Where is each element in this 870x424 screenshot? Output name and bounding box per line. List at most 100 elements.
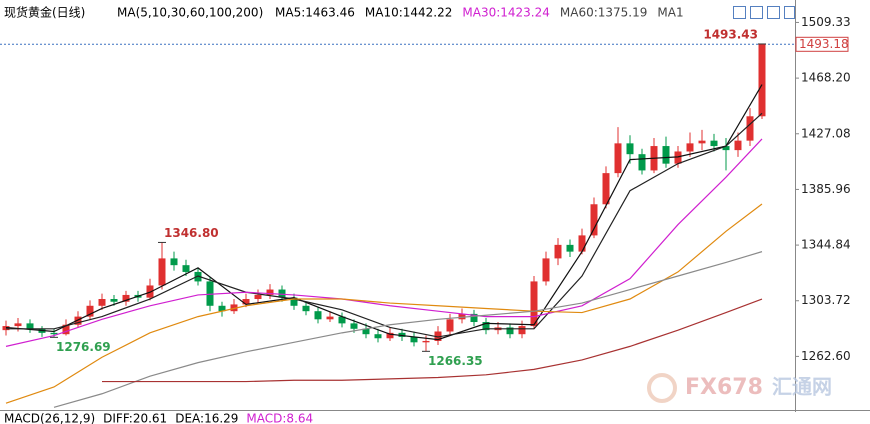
macd-label: MACD(26,12,9)	[4, 412, 95, 424]
candle-body	[110, 299, 118, 302]
icon[interactable]	[733, 6, 746, 19]
candle-body	[362, 328, 370, 335]
candle-body	[446, 319, 454, 332]
candle-body	[170, 258, 178, 266]
annotation-label: 1266.35	[428, 354, 483, 368]
indicator-label: MA(5,10,30,60,100,200)	[117, 6, 263, 20]
toolbar-icons[interactable]	[733, 6, 795, 19]
candle-body	[626, 143, 634, 155]
candle-body	[746, 116, 754, 141]
candle-body	[614, 143, 622, 174]
candle-body	[674, 151, 682, 164]
macd-label: DIFF:20.61	[103, 412, 167, 424]
candle-body	[698, 140, 706, 144]
y-tick-label: 1509.33	[801, 15, 851, 29]
legend-entry: MA5:1463.46	[275, 6, 355, 20]
candle-body	[254, 294, 262, 300]
legend-entry: MA60:1375.19	[560, 6, 648, 20]
candle-body	[458, 313, 466, 320]
candle-body	[710, 140, 718, 147]
candle-body	[758, 44, 766, 117]
ma-line	[6, 112, 763, 338]
y-tick-label: 1303.72	[801, 293, 851, 307]
candle-body	[62, 324, 70, 335]
annotation-label: 1493.43	[703, 27, 758, 41]
candle-body	[470, 313, 478, 323]
macd-label: MACD:8.64	[246, 412, 313, 424]
y-tick-label: 1344.84	[801, 238, 851, 252]
candle-body	[146, 285, 154, 298]
y-tick-label: 1385.96	[801, 182, 851, 196]
candle-body	[374, 334, 382, 339]
candle-body	[554, 244, 562, 259]
candle-body	[158, 258, 166, 286]
candle-body	[398, 332, 406, 337]
last-price-label: 1493.18	[799, 37, 849, 51]
ma-line	[53, 251, 763, 408]
candle-body	[182, 265, 190, 272]
candle-body	[602, 173, 610, 205]
legend-entry: MA10:1442.22	[365, 6, 453, 20]
candle-body	[542, 258, 550, 282]
chart-title: 现货黄金(日线)	[4, 5, 85, 20]
icon[interactable]	[784, 6, 795, 19]
candle-body	[338, 316, 346, 324]
candle-body	[206, 281, 214, 306]
candle-body	[422, 340, 430, 343]
candle-body	[686, 143, 694, 152]
candle-body	[326, 316, 334, 320]
candle-body	[434, 331, 442, 341]
ma-line	[5, 203, 763, 404]
candle-body	[410, 336, 418, 343]
candle-body	[518, 326, 526, 335]
candle-body	[194, 271, 202, 282]
candle-body	[122, 294, 130, 302]
y-tick-label: 1427.08	[801, 126, 851, 140]
candle-body	[302, 305, 310, 312]
ma-line	[102, 298, 763, 383]
legend-entry: MA30:1423.24	[462, 6, 550, 20]
watermark-text: 汇通网	[772, 375, 832, 399]
candle-body	[734, 140, 742, 151]
y-tick-label: 1262.60	[801, 349, 851, 363]
annotation-label: 1276.69	[56, 340, 111, 354]
y-tick-label: 1468.20	[801, 71, 851, 85]
candle-body	[482, 322, 490, 331]
watermark-logo	[647, 373, 677, 403]
icon[interactable]	[767, 6, 780, 19]
icon[interactable]	[750, 6, 763, 19]
macd-label: DEA:16.29	[175, 412, 238, 424]
candle-body	[14, 323, 22, 327]
ma-line	[5, 138, 763, 347]
candle-body	[386, 332, 394, 339]
last-price-box	[795, 36, 849, 52]
watermark-text: FX678	[685, 375, 763, 400]
candle-body	[578, 235, 586, 252]
candle-body	[266, 289, 274, 295]
candle-body	[278, 289, 286, 298]
candle-body	[530, 281, 538, 327]
candle-body	[50, 332, 58, 335]
candle-body	[74, 316, 82, 325]
candle-body	[290, 297, 298, 306]
candle-body	[662, 146, 670, 164]
candle-body	[86, 305, 94, 317]
candle-body	[230, 304, 238, 312]
ma-line	[5, 84, 763, 341]
candle-body	[314, 311, 322, 320]
candle-body	[242, 299, 250, 305]
candle-body	[506, 327, 514, 335]
candle-body	[722, 146, 730, 151]
candle-body	[350, 323, 358, 329]
legend-entry: MA1	[657, 6, 683, 20]
annotation-label: 1346.80	[164, 226, 219, 240]
candle-body	[26, 323, 34, 329]
candle-body	[590, 204, 598, 236]
candle-body	[638, 154, 646, 171]
candle-body	[98, 299, 106, 306]
candle-body	[218, 305, 226, 312]
candle-body	[566, 244, 574, 252]
candle-body	[2, 326, 10, 331]
